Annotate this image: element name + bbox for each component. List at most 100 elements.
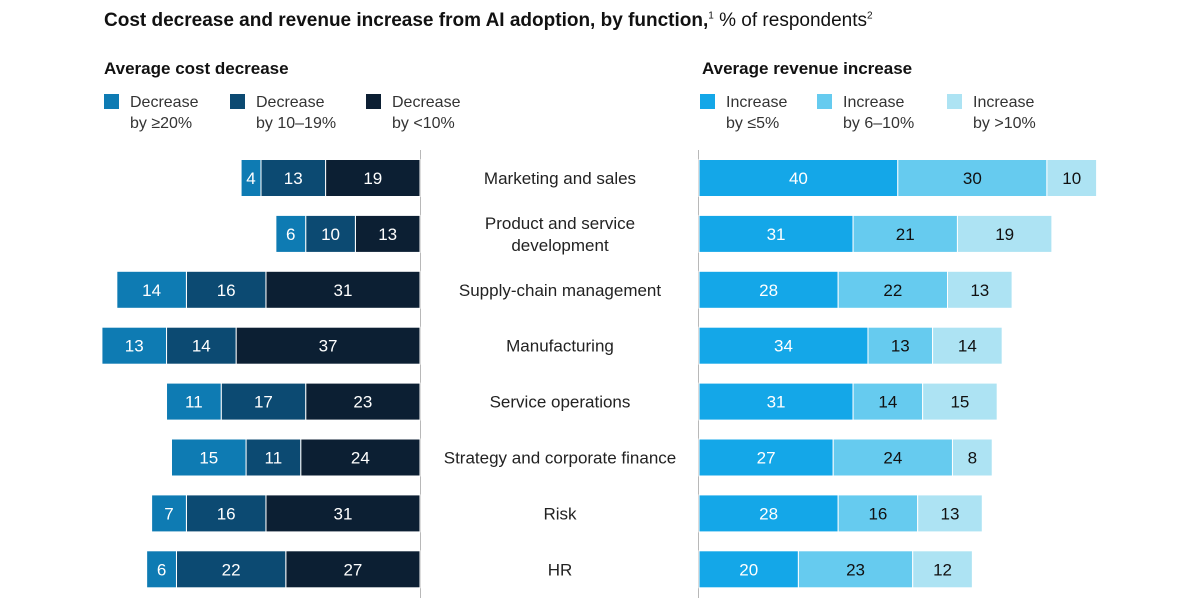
cost-bar-label: 16 [217,504,236,523]
category-label: Manufacturing [506,337,614,356]
revenue-bar-segment [797,550,914,589]
revenue-bar-segment [698,550,799,589]
revenue-bar-segment [832,438,953,477]
cost-bar-label: 24 [351,449,370,468]
revenue-bar-segment [698,270,839,309]
cost-bar-segment [101,326,168,365]
cost-panel-title: Average cost decrease [104,59,289,78]
revenue-bar-label: 40 [789,169,808,188]
revenue-bar-label: 20 [739,560,758,579]
revenue-bar-segment [698,214,854,253]
category-label: Risk [543,504,577,523]
category-label: Service operations [490,393,631,412]
cost-bar-label: 13 [125,337,144,356]
revenue-bar-label: 23 [846,560,865,579]
revenue-bar-segment [698,438,834,477]
legend-label: by ≥20% [130,115,193,132]
chart-title: Cost decrease and revenue increase from … [104,10,873,32]
revenue-bar-label: 24 [883,449,902,468]
revenue-bar-segment [1046,159,1098,197]
cost-bar-segment [185,494,267,533]
cost-bar-label: 13 [284,169,303,188]
cost-bar-label: 6 [286,225,295,244]
legend-swatch [366,94,381,109]
legend-label: by <10% [392,115,455,132]
cost-bar-label: 22 [222,560,241,579]
cost-bar-label: 15 [199,449,218,468]
revenue-bar-segment [852,214,958,253]
cost-bar-label: 4 [246,169,255,188]
revenue-bar-label: 14 [878,393,897,412]
revenue-bar-segment [897,159,1048,197]
legend-label: by 6–10% [843,115,915,132]
legend-swatch [947,94,962,109]
revenue-bar-label: 16 [868,504,887,523]
cost-bar-segment [151,494,187,533]
cost-bar-segment [265,270,421,309]
cost-bar-label: 11 [185,393,203,412]
cost-bar-segment [285,550,421,589]
cost-bar-segment [175,550,287,589]
cost-bar-label: 37 [319,337,338,356]
cost-bar-segment [185,270,267,309]
revenue-bar-label: 21 [896,225,915,244]
revenue-bar-label: 14 [958,337,977,356]
legend-swatch [700,94,715,109]
cost-bar-segment [116,270,187,309]
cost-bar-segment [146,550,177,589]
revenue-bar-label: 19 [995,225,1014,244]
revenue-bar-segment [867,326,934,365]
chart-title-unit: % of respondents [713,10,867,31]
cost-bar-label: 13 [378,225,397,244]
revenue-bar-label: 34 [774,337,793,356]
legend-label: Increase [973,94,1035,111]
cost-bar-label: 16 [217,281,236,300]
legend-label: Increase [726,94,788,111]
footnote-marker-2: 2 [867,10,873,22]
cost-bar-segment [265,494,421,533]
category-label: Product and service [485,214,635,233]
legend-swatch [104,94,119,109]
cost-bar-label: 6 [157,560,166,579]
cost-bar-segment [300,438,421,477]
legend-swatch [817,94,832,109]
legend-label: Decrease [256,94,325,111]
revenue-panel-title: Average revenue increase [702,59,913,78]
legend-label: by ≤5% [726,115,780,132]
legend-swatch [230,94,245,109]
legend-label: Decrease [130,94,199,111]
cost-bar-segment [171,438,247,477]
cost-bar-segment [305,382,421,421]
revenue-bar-label: 12 [933,560,952,579]
cost-bar-segment [166,382,222,421]
category-label: HR [548,560,573,579]
revenue-bar-label: 10 [1062,169,1081,188]
cost-bar-label: 31 [334,281,353,300]
cost-bar-segment [354,214,421,253]
revenue-bar-segment [917,494,983,533]
revenue-bar-label: 22 [883,281,902,300]
cost-bar-label: 14 [192,337,211,356]
legend-label: by >10% [973,115,1036,132]
category-label: Marketing and sales [484,169,636,188]
cost-bar-segment [305,214,356,253]
revenue-bar-segment [922,382,998,421]
revenue-bar-label: 13 [891,337,910,356]
footnote-marker-1: 1 [708,10,714,22]
cost-bar-label: 19 [363,169,382,188]
cost-bar-segment [325,159,421,197]
chart-title-main: Cost decrease and revenue increase from … [104,10,709,31]
cost-bar-label: 17 [254,393,273,412]
cost-bar-label: 27 [343,560,362,579]
revenue-bar-segment [932,326,1003,365]
revenue-bar-label: 31 [767,225,786,244]
cost-bar-label: 11 [265,449,283,468]
legend-label: Decrease [392,94,461,111]
revenue-bar-label: 30 [963,169,982,188]
cost-bar-label: 31 [334,504,353,523]
cost-bar-label: 14 [142,281,161,300]
cost-bar-label: 10 [321,225,340,244]
cost-bar-segment [275,214,307,253]
revenue-bar-label: 13 [970,281,989,300]
